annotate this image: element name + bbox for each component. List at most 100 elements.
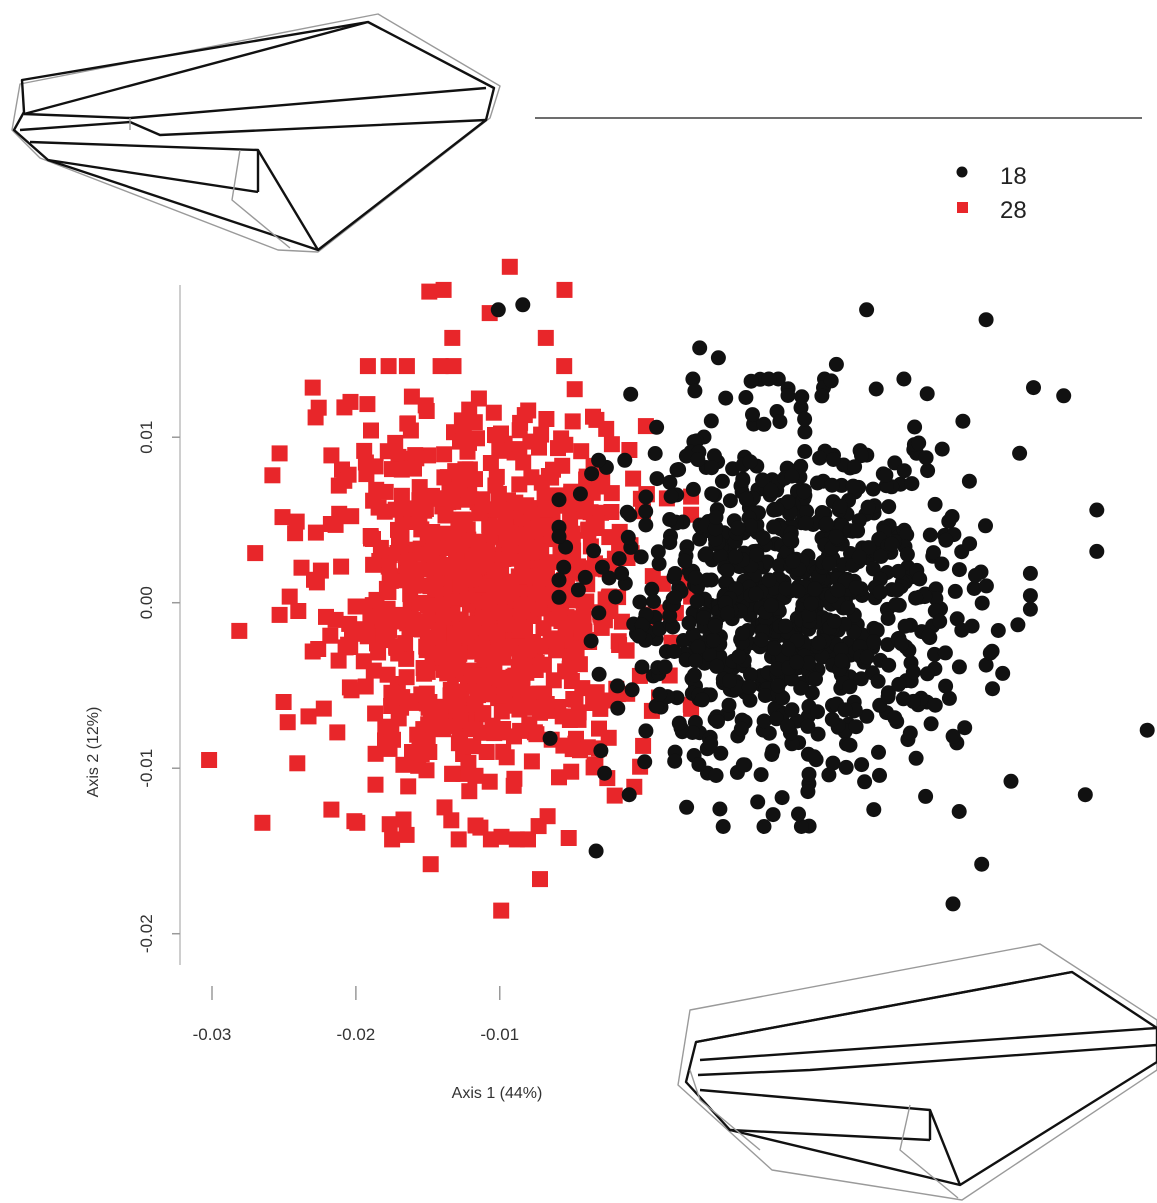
data-point-18 [962,474,977,489]
data-point-18 [831,583,846,598]
data-point-18 [688,653,703,668]
data-point-28 [519,596,535,612]
data-point-18 [978,518,993,533]
data-point-28 [367,706,383,722]
data-point-28 [318,609,334,625]
data-point-28 [412,479,428,495]
data-point-28 [446,534,462,550]
data-point-28 [604,436,620,452]
data-point-28 [363,423,379,439]
data-point-18 [649,420,664,435]
data-point-18 [667,754,682,769]
data-point-28 [625,471,641,487]
data-point-28 [316,701,332,717]
data-point-28 [400,778,416,794]
data-point-18 [591,453,606,468]
data-point-18 [648,446,663,461]
data-point-18 [586,543,601,558]
data-point-28 [482,595,498,611]
data-point-18 [711,350,726,365]
data-point-18 [983,646,998,661]
data-point-28 [311,400,327,416]
data-point-18 [749,547,764,562]
data-point-18 [638,723,653,738]
data-point-28 [512,646,528,662]
data-point-28 [562,661,578,677]
data-point-28 [471,391,487,407]
x-axis-ticks: -0.03 -0.02 -0.01 [193,986,520,1044]
x-tick-label: -0.02 [337,1025,376,1044]
data-point-28 [489,626,505,642]
data-point-18 [985,681,1000,696]
data-point-18 [840,600,855,615]
data-point-28 [381,358,397,374]
data-point-18 [974,857,989,872]
data-point-18 [833,499,848,514]
data-point-18 [735,626,750,641]
data-point-18 [781,641,796,656]
data-point-18 [750,794,765,809]
data-point-18 [704,460,719,475]
data-point-28 [524,753,540,769]
data-point-18 [728,549,743,564]
data-point-28 [340,637,356,653]
data-point-18 [764,747,779,762]
data-point-18 [822,556,837,571]
data-point-18 [843,738,858,753]
data-point-28 [447,627,463,643]
data-point-18 [825,712,840,727]
data-point-18 [678,554,693,569]
data-point-28 [377,504,393,520]
data-point-18 [857,774,872,789]
data-point-28 [421,284,437,300]
data-point-18 [814,388,829,403]
data-point-18 [920,666,935,681]
data-point-28 [449,697,465,713]
data-point-28 [607,788,623,804]
data-point-18 [646,594,661,609]
data-point-28 [368,746,384,762]
data-point-28 [515,455,531,471]
data-point-28 [404,389,420,405]
data-point-18 [650,471,665,486]
data-point-18 [854,757,869,772]
data-point-18 [592,667,607,682]
data-point-28 [546,672,562,688]
data-point-28 [333,559,349,575]
data-point-18 [617,453,632,468]
data-point-18 [812,451,827,466]
data-point-28 [380,667,396,683]
data-point-18 [898,619,913,634]
data-point-28 [399,358,415,374]
data-point-28 [356,443,372,459]
data-point-18 [807,582,822,597]
data-point-18 [872,768,887,783]
data-point-18 [744,374,759,389]
data-point-28 [452,434,468,450]
data-point-18 [948,584,963,599]
data-point-18 [622,787,637,802]
data-point-28 [447,463,463,479]
data-point-18 [900,547,915,562]
data-point-28 [421,744,437,760]
data-point-18 [791,807,806,822]
data-point-18 [826,452,841,467]
data-point-18 [881,611,896,626]
data-point-18 [852,550,867,565]
data-point-28 [635,738,651,754]
data-point-18 [881,499,896,514]
data-point-28 [373,540,389,556]
data-point-18 [762,573,777,588]
data-point-18 [754,633,769,648]
data-point-18 [890,583,905,598]
data-point-18 [610,678,625,693]
data-point-18 [866,634,881,649]
data-point-28 [434,646,450,662]
data-point-28 [420,630,436,646]
data-point-18 [819,516,834,531]
data-point-18 [808,672,823,687]
data-point-28 [601,730,617,746]
data-point-18 [662,512,677,527]
data-point-28 [280,714,296,730]
data-point-28 [419,695,435,711]
